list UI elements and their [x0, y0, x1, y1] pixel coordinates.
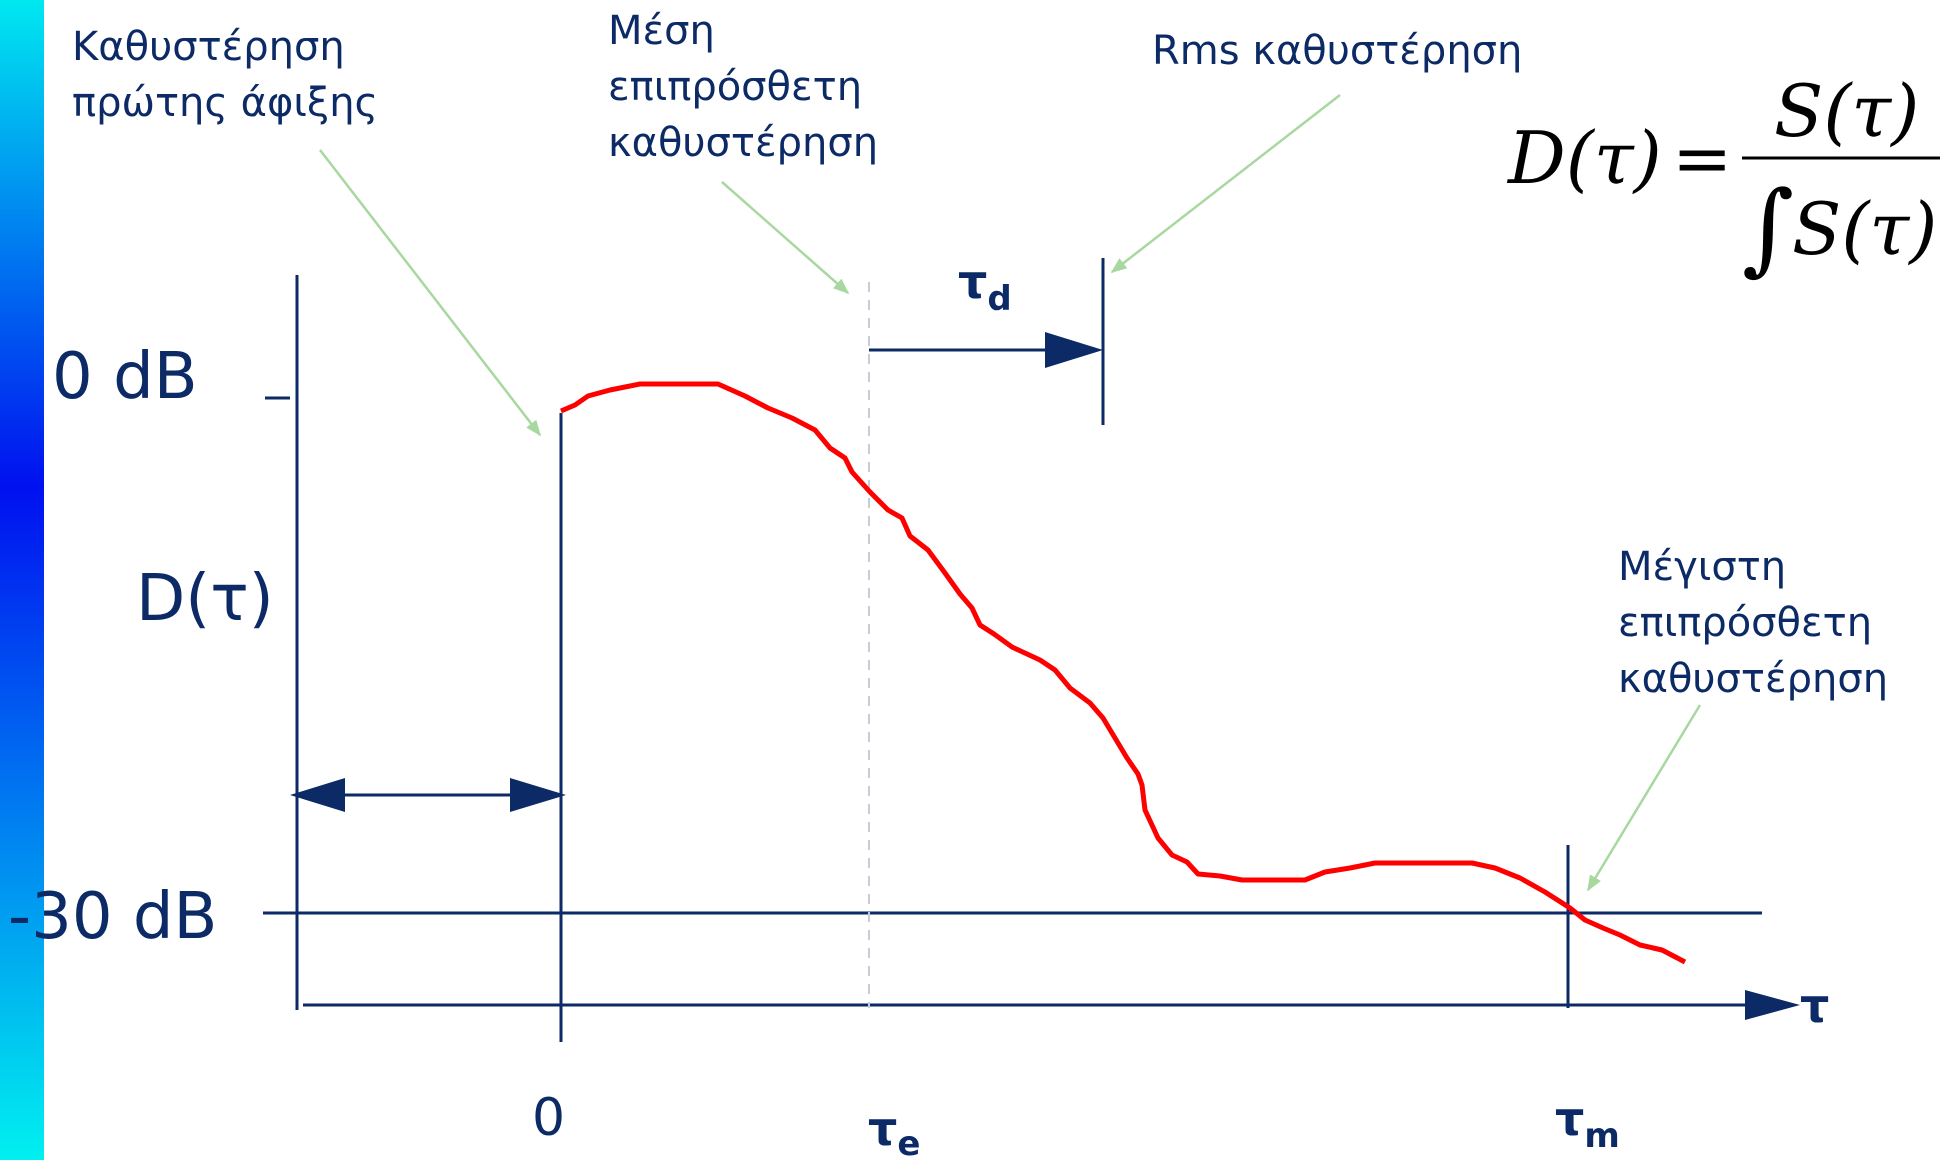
label-tau-e: τe [868, 1102, 920, 1160]
label-mean-excess-delay: Μέση επιπρόσθετη καθυστέρηση [608, 8, 878, 166]
label-origin: 0 [532, 1088, 565, 1148]
label-tau-m: τm [1555, 1092, 1620, 1156]
first-arrival-span-right-head [510, 778, 566, 812]
formula-denominator: S(τ) [1792, 187, 1937, 271]
power-delay-curve [560, 381, 1687, 965]
x-axis-arrowhead [1745, 990, 1800, 1020]
label-y-axis: D(τ) [136, 562, 274, 636]
pointer-mean-delay [721, 181, 850, 295]
pointer-first-arrival [319, 149, 541, 437]
decorative-sidebar [0, 0, 44, 1160]
formula-block: D(τ) = S(τ) ∫ S(τ) [1506, 69, 1940, 286]
label-minus30-db: -30 dB [8, 880, 217, 954]
first-arrival-span-left-head [290, 778, 345, 812]
label-tau-d: τd [958, 255, 1012, 319]
formula-integral: ∫ [1742, 169, 1794, 286]
label-zero-db: 0 dB [52, 340, 198, 414]
pointer-max-delay [1586, 704, 1702, 892]
label-rms-delay: Rms καθυστέρηση [1152, 28, 1522, 74]
label-first-arrival: Καθυστέρηση πρώτης άφιξης [72, 24, 378, 126]
label-max-excess-delay: Μέγιστη επιπρόσθετη καθυστέρηση [1618, 544, 1888, 702]
pointer-rms-delay [1110, 94, 1341, 273]
formula-equals: = [1672, 116, 1732, 200]
formula-lhs: D(τ) [1506, 116, 1662, 200]
label-x-axis-symbol: τ [1800, 979, 1829, 1033]
formula-numerator: S(τ) [1774, 69, 1919, 153]
tau-d-arrowhead [1045, 332, 1103, 368]
